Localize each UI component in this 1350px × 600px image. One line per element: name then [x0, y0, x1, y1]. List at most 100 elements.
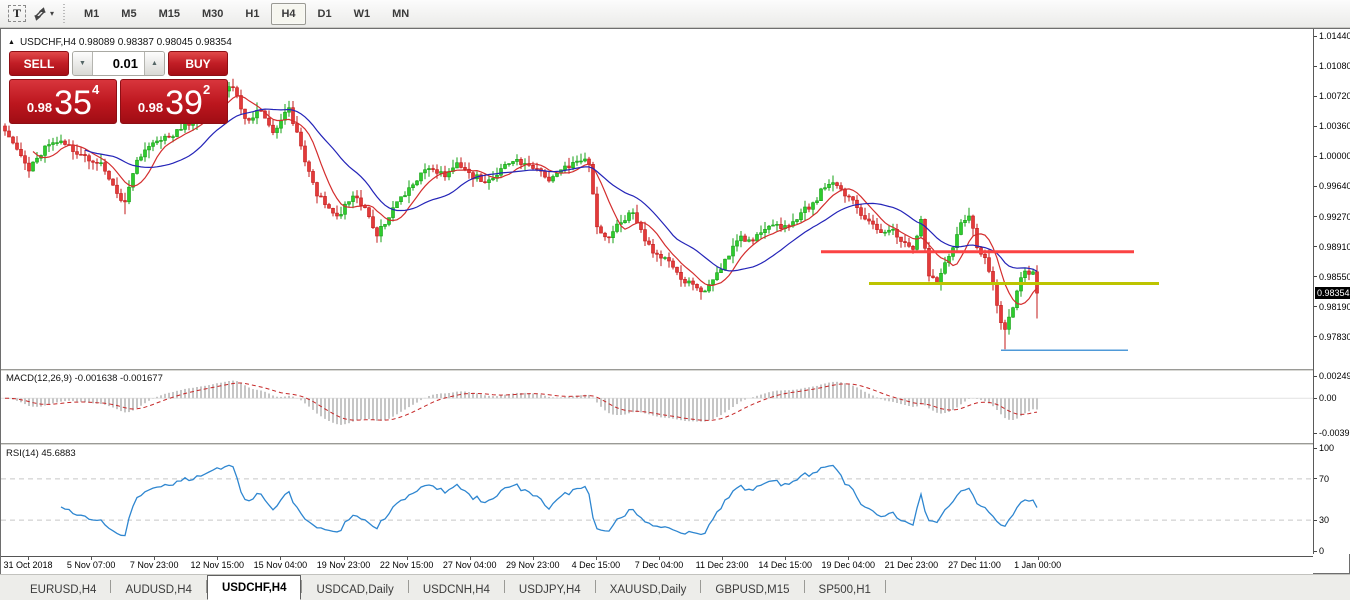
tab-separator	[503, 579, 505, 593]
arrows-tool-button[interactable]: ▾	[31, 3, 55, 25]
sell-price-base: 0.98	[26, 100, 53, 115]
time-axis-tick	[343, 557, 345, 560]
timeframe-buttons: M1 M5 M15 M30 H1 H4 D1 W1 MN	[73, 2, 420, 25]
price-axis-label: 0.98910	[1319, 241, 1350, 252]
axis-tick-mark	[1314, 336, 1317, 338]
tab-separator	[110, 579, 112, 593]
timeframe-button-m5[interactable]: M5	[121, 7, 137, 20]
chart-tab-audusd-h4[interactable]: AUDUSD,H4	[125, 583, 192, 596]
timeframe-button-m1[interactable]: M1	[84, 7, 100, 20]
time-axis-tick	[1037, 557, 1039, 560]
axis-tick-mark	[1314, 550, 1317, 552]
chart-tab-xauusd-daily[interactable]: XAUUSD,Daily	[609, 583, 687, 596]
axis-tick-mark	[1314, 478, 1317, 480]
time-axis-tick	[91, 557, 93, 560]
collapse-triangle-icon[interactable]: ▲	[8, 39, 15, 46]
time-axis-tick	[28, 557, 29, 560]
chart-tab-usdjpy-h4[interactable]: USDJPY,H4	[518, 583, 581, 596]
axis-tick-mark	[1314, 95, 1317, 97]
time-axis-tick	[217, 557, 219, 560]
time-axis-label: 15 Nov 04:00	[253, 560, 308, 570]
rsi-axis-label: 30	[1319, 515, 1330, 526]
tab-separator	[700, 579, 702, 593]
price-axis-label: 1.00000	[1319, 151, 1350, 161]
time-axis-tick	[406, 557, 408, 560]
chart-tab-gbpusd-m15[interactable]: GBPUSD,M15	[715, 583, 790, 596]
chart-tab-usdchf-h4[interactable]: USDCHF,H4	[206, 575, 302, 600]
rsi-label: RSI(14) 45.6883	[6, 448, 76, 459]
chart-tab-usdcad-daily[interactable]: USDCAD,Daily	[316, 583, 394, 596]
time-axis-label: 19 Nov 23:00	[316, 560, 371, 570]
time-axis-tick	[848, 557, 850, 560]
tab-separator	[205, 579, 207, 593]
spinner-down-icon: ▼	[79, 60, 86, 67]
time-axis-tick	[974, 557, 976, 560]
axis-tick-mark	[1314, 397, 1317, 399]
toolbar-grip[interactable]	[61, 3, 68, 24]
timeframe-button-d1[interactable]: D1	[317, 7, 332, 20]
timeframe-button-w1[interactable]: W1	[353, 7, 371, 20]
buy-price-point: 2	[202, 82, 211, 97]
current-price-badge: 0.98354	[1315, 287, 1350, 300]
buy-price-box[interactable]: 0.98 39 2	[120, 79, 228, 124]
buy-button[interactable]: BUY	[168, 51, 228, 76]
buy-price-pips: 39	[165, 84, 203, 123]
time-axis-label: 14 Dec 15:00	[758, 560, 812, 570]
volume-decrease-button[interactable]: ▼	[73, 52, 92, 75]
time-axis-label: 27 Dec 11:00	[948, 560, 1001, 570]
timeframe-button-m15[interactable]: M15	[158, 7, 180, 20]
time-axis-label: 22 Nov 15:00	[379, 560, 434, 570]
time-axis-label: 31 Oct 2018	[3, 560, 53, 570]
chart-tab-usdcnh-h4[interactable]: USDCNH,H4	[422, 583, 490, 596]
arrows-tool-icon	[34, 6, 46, 21]
price-axis-label: 0.97830	[1319, 331, 1350, 342]
volume-increase-button[interactable]: ▲	[145, 52, 164, 75]
timeframe-button-m30[interactable]: M30	[201, 7, 224, 20]
tab-separator	[884, 579, 886, 593]
time-axis-label: 5 Nov 07:00	[66, 560, 116, 570]
time-axis-label: 19 Dec 04:00	[821, 560, 876, 570]
price-axis-label: 0.98190	[1319, 301, 1350, 312]
text-tool-button[interactable]: T	[5, 3, 29, 25]
sell-button[interactable]: SELL	[9, 51, 69, 76]
buy-price-base: 0.98	[137, 100, 164, 115]
time-axis-label: 4 Dec 15:00	[571, 560, 621, 570]
price-axis-label: 1.00720	[1319, 91, 1350, 101]
axis-tick-mark	[1314, 306, 1317, 308]
chart-tab-sp500-h1[interactable]: SP500,H1	[818, 583, 871, 596]
top-toolbar: T ▾ M1 M5 M15 M30 H1 H4 D1 W1 MN	[0, 0, 1350, 28]
macd-panel-plot[interactable]	[1, 371, 1313, 443]
panel-divider[interactable]	[1, 443, 1349, 445]
tab-separator	[594, 579, 596, 593]
sell-price-box[interactable]: 0.98 35 4	[9, 79, 117, 124]
timeframe-button-h1[interactable]: H1	[245, 7, 260, 20]
time-axis-tick	[532, 557, 534, 560]
tab-separator	[803, 579, 805, 593]
panel-divider[interactable]	[1, 369, 1349, 371]
price-axis-label: 1.01440	[1319, 31, 1350, 41]
timeframe-button-h4[interactable]: H4	[271, 2, 306, 25]
chart-tab-eurusd-h4[interactable]: EURUSD,H4	[30, 583, 97, 596]
time-axis-tick	[785, 557, 787, 560]
rsi-axis-label: 70	[1319, 473, 1330, 484]
text-tool-icon: T	[7, 5, 26, 22]
macd-axis-label: 0.00	[1319, 393, 1337, 404]
volume-field[interactable]: 0.01	[92, 52, 145, 75]
price-axis-label: 1.01080	[1319, 61, 1350, 71]
axis-tick-mark	[1314, 519, 1317, 521]
rsi-axis-label: 0	[1319, 546, 1325, 556]
axis-tick-mark	[1314, 246, 1317, 248]
axis-tick-mark	[1314, 276, 1317, 278]
time-axis-tick	[595, 557, 597, 560]
axis-tick-mark	[1314, 155, 1317, 157]
axis-tick-mark	[1314, 432, 1317, 434]
axis-tick-mark	[1314, 65, 1317, 67]
axis-tick-mark	[1314, 375, 1317, 377]
timeframe-button-mn[interactable]: MN	[392, 7, 410, 20]
time-axis: 31 Oct 2018 5 Nov 07:00 7 Nov 23:00 12 Nov …	[1, 556, 1313, 574]
time-axis-label: 29 Nov 23:00	[506, 560, 560, 570]
chart-tabs-bar: EURUSD,H4 AUDUSD,H4 USDCHF,H4 USDCAD,Daily U…	[0, 574, 1350, 600]
dropdown-caret-icon: ▾	[49, 9, 54, 18]
time-axis-tick	[154, 557, 156, 560]
rsi-panel-plot[interactable]	[1, 445, 1313, 555]
